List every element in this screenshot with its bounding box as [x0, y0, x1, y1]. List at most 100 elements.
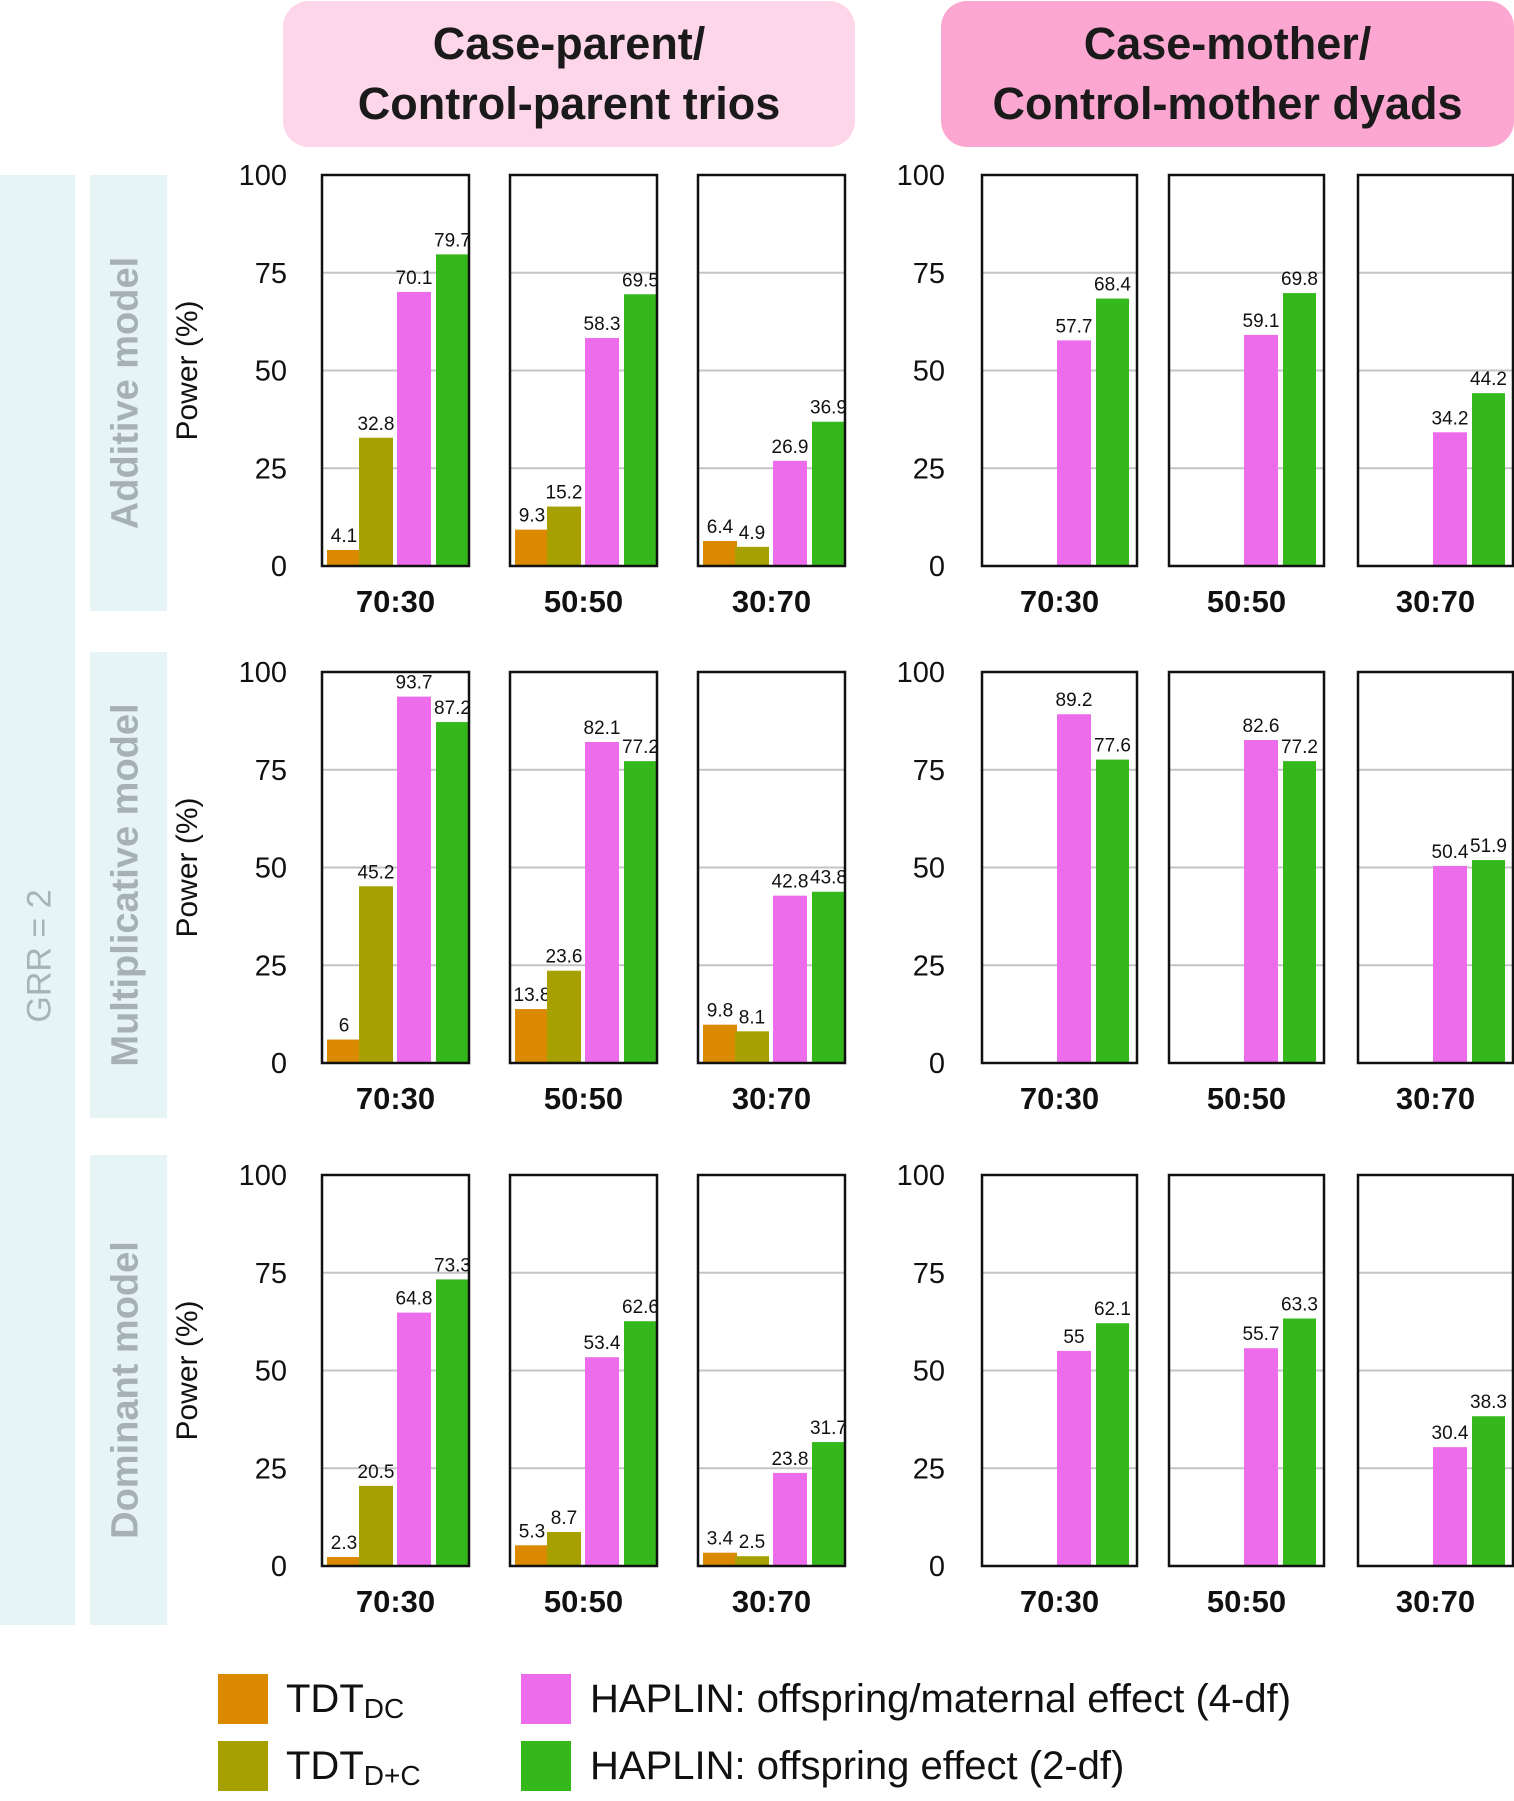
panel-frame — [508, 173, 659, 568]
model-band-multiplicative — [90, 652, 167, 1118]
bar-haplin-2df — [1096, 1323, 1129, 1566]
bar-haplin-4df — [1244, 1348, 1278, 1566]
legend-tdt-dc-main: TDT — [286, 1677, 364, 1721]
legend-label-haplin-4df: HAPLIN: offspring/maternal effect (4-df) — [590, 1677, 1292, 1721]
panel-frame — [1167, 173, 1326, 568]
panel-frame — [696, 1173, 847, 1568]
bar-haplin-4df — [1057, 714, 1091, 1063]
y-axis-title: Power (%) — [171, 1300, 204, 1440]
bar-tdt-dc — [515, 1545, 549, 1566]
bar-value-label: 70.1 — [396, 268, 433, 289]
panel-frame — [1167, 1173, 1326, 1568]
bar-value-label: 93.7 — [396, 673, 433, 694]
y-tick-label: 100 — [897, 160, 945, 192]
y-tick-label: 0 — [929, 551, 945, 583]
header-trios-text: Case-parent/ Control-parent trios — [357, 18, 781, 129]
bar-value-label: 6 — [339, 1016, 350, 1037]
y-tick-label: 50 — [255, 1356, 287, 1388]
panel-frame — [980, 173, 1139, 568]
header-dyads-text: Case-mother/ Control-mother dyads — [992, 18, 1463, 129]
bar-value-label: 57.7 — [1056, 316, 1093, 337]
category-label: 50:50 — [544, 1081, 623, 1116]
bar-value-label: 38.3 — [1470, 1392, 1507, 1413]
bar-value-label: 58.3 — [584, 314, 621, 335]
bar-haplin-2df — [1283, 293, 1316, 566]
category-label: 50:50 — [1207, 1081, 1286, 1116]
bar-tdt-d-c — [547, 1531, 581, 1566]
bar-value-label: 69.5 — [622, 270, 659, 291]
y-tick-label: 100 — [239, 1160, 287, 1192]
model-band-additive — [90, 175, 167, 611]
bar-value-label: 55.7 — [1243, 1324, 1280, 1345]
bar-haplin-2df — [1472, 860, 1505, 1063]
bar-value-label: 31.7 — [810, 1418, 847, 1439]
header-dyads: Case-mother/ Control-mother dyads — [941, 1, 1514, 147]
y-tick-label: 75 — [913, 1258, 945, 1290]
y-tick-label: 50 — [913, 356, 945, 388]
bar-haplin-2df — [812, 1442, 845, 1566]
bar-tdt-dc — [703, 1024, 737, 1063]
bar-value-label: 82.6 — [1243, 716, 1280, 737]
bar-value-label: 2.5 — [739, 1532, 765, 1553]
panel-frame — [320, 670, 471, 1065]
bar-haplin-4df — [585, 741, 619, 1063]
y-tick-label: 75 — [255, 258, 287, 290]
bar-haplin-4df — [397, 696, 431, 1063]
y-tick-label: 100 — [897, 1160, 945, 1192]
legend-swatch-tdt-dc — [218, 1674, 268, 1724]
category-label: 70:30 — [356, 1584, 435, 1619]
bar-haplin-4df — [1433, 432, 1467, 566]
category-label: 30:70 — [732, 1584, 811, 1619]
bar-haplin-4df — [773, 460, 807, 566]
legend-tdt-d-c-main: TDT — [286, 1744, 364, 1788]
bar-haplin-4df — [1433, 865, 1467, 1063]
bar-haplin-4df — [397, 1312, 431, 1566]
bar-haplin-4df — [773, 895, 807, 1063]
bar-haplin-2df — [1472, 1416, 1505, 1566]
panel-frame — [320, 173, 471, 568]
y-tick-label: 75 — [255, 755, 287, 787]
bar-value-label: 9.8 — [707, 1001, 733, 1022]
bar-haplin-4df — [397, 291, 431, 566]
bar-tdt-dc — [703, 1552, 737, 1566]
y-axis-title: Power (%) — [171, 300, 204, 440]
category-label: 70:30 — [356, 1081, 435, 1116]
model-band-dominant — [90, 1155, 167, 1625]
legend-swatch-haplin-4df — [521, 1674, 571, 1724]
bar-value-label: 62.6 — [622, 1297, 659, 1318]
power-charts: 0 25 50 75 100 Power (%) 4.1 32.8 70.179.7 70:30 9… — [171, 160, 1514, 1619]
bar-tdt-d-c — [359, 886, 393, 1063]
bar-value-label: 42.8 — [772, 872, 809, 893]
bar-value-label: 79.7 — [434, 230, 471, 251]
bar-value-label: 3.4 — [707, 1529, 734, 1550]
category-label: 70:30 — [356, 584, 435, 619]
bar-haplin-4df — [1244, 740, 1278, 1063]
bar-value-label: 62.1 — [1094, 1299, 1131, 1320]
y-tick-label: 50 — [255, 356, 287, 388]
bar-value-label: 6.4 — [707, 517, 734, 538]
bar-tdt-dc — [327, 1557, 361, 1566]
bar-value-label: 4.9 — [739, 523, 765, 544]
bar-value-label: 4.1 — [331, 526, 357, 547]
bar-value-label: 13.8 — [514, 985, 551, 1006]
panel-frame — [980, 1173, 1139, 1568]
bar-haplin-4df — [1057, 340, 1091, 566]
bar-haplin-2df — [436, 722, 469, 1063]
y-tick-label: 25 — [255, 950, 287, 982]
panel-frame — [696, 670, 847, 1065]
bar-tdt-d-c — [735, 1031, 769, 1063]
bar-value-label: 73.3 — [434, 1255, 471, 1276]
panel-frame — [508, 670, 659, 1065]
panel-frame — [696, 173, 847, 568]
bar-value-label: 59.1 — [1243, 311, 1280, 332]
bar-haplin-2df — [436, 1279, 469, 1566]
bar-value-label: 5.3 — [519, 1521, 545, 1542]
bar-value-label: 82.1 — [584, 718, 621, 739]
bar-haplin-4df — [585, 338, 619, 566]
bar-value-label: 30.4 — [1432, 1423, 1469, 1444]
bar-tdt-d-c — [359, 437, 393, 566]
category-label: 50:50 — [1207, 584, 1286, 619]
bar-tdt-dc — [515, 1009, 549, 1063]
bar-haplin-2df — [1096, 759, 1129, 1063]
legend-tdt-dc-sub: DC — [363, 1693, 405, 1724]
